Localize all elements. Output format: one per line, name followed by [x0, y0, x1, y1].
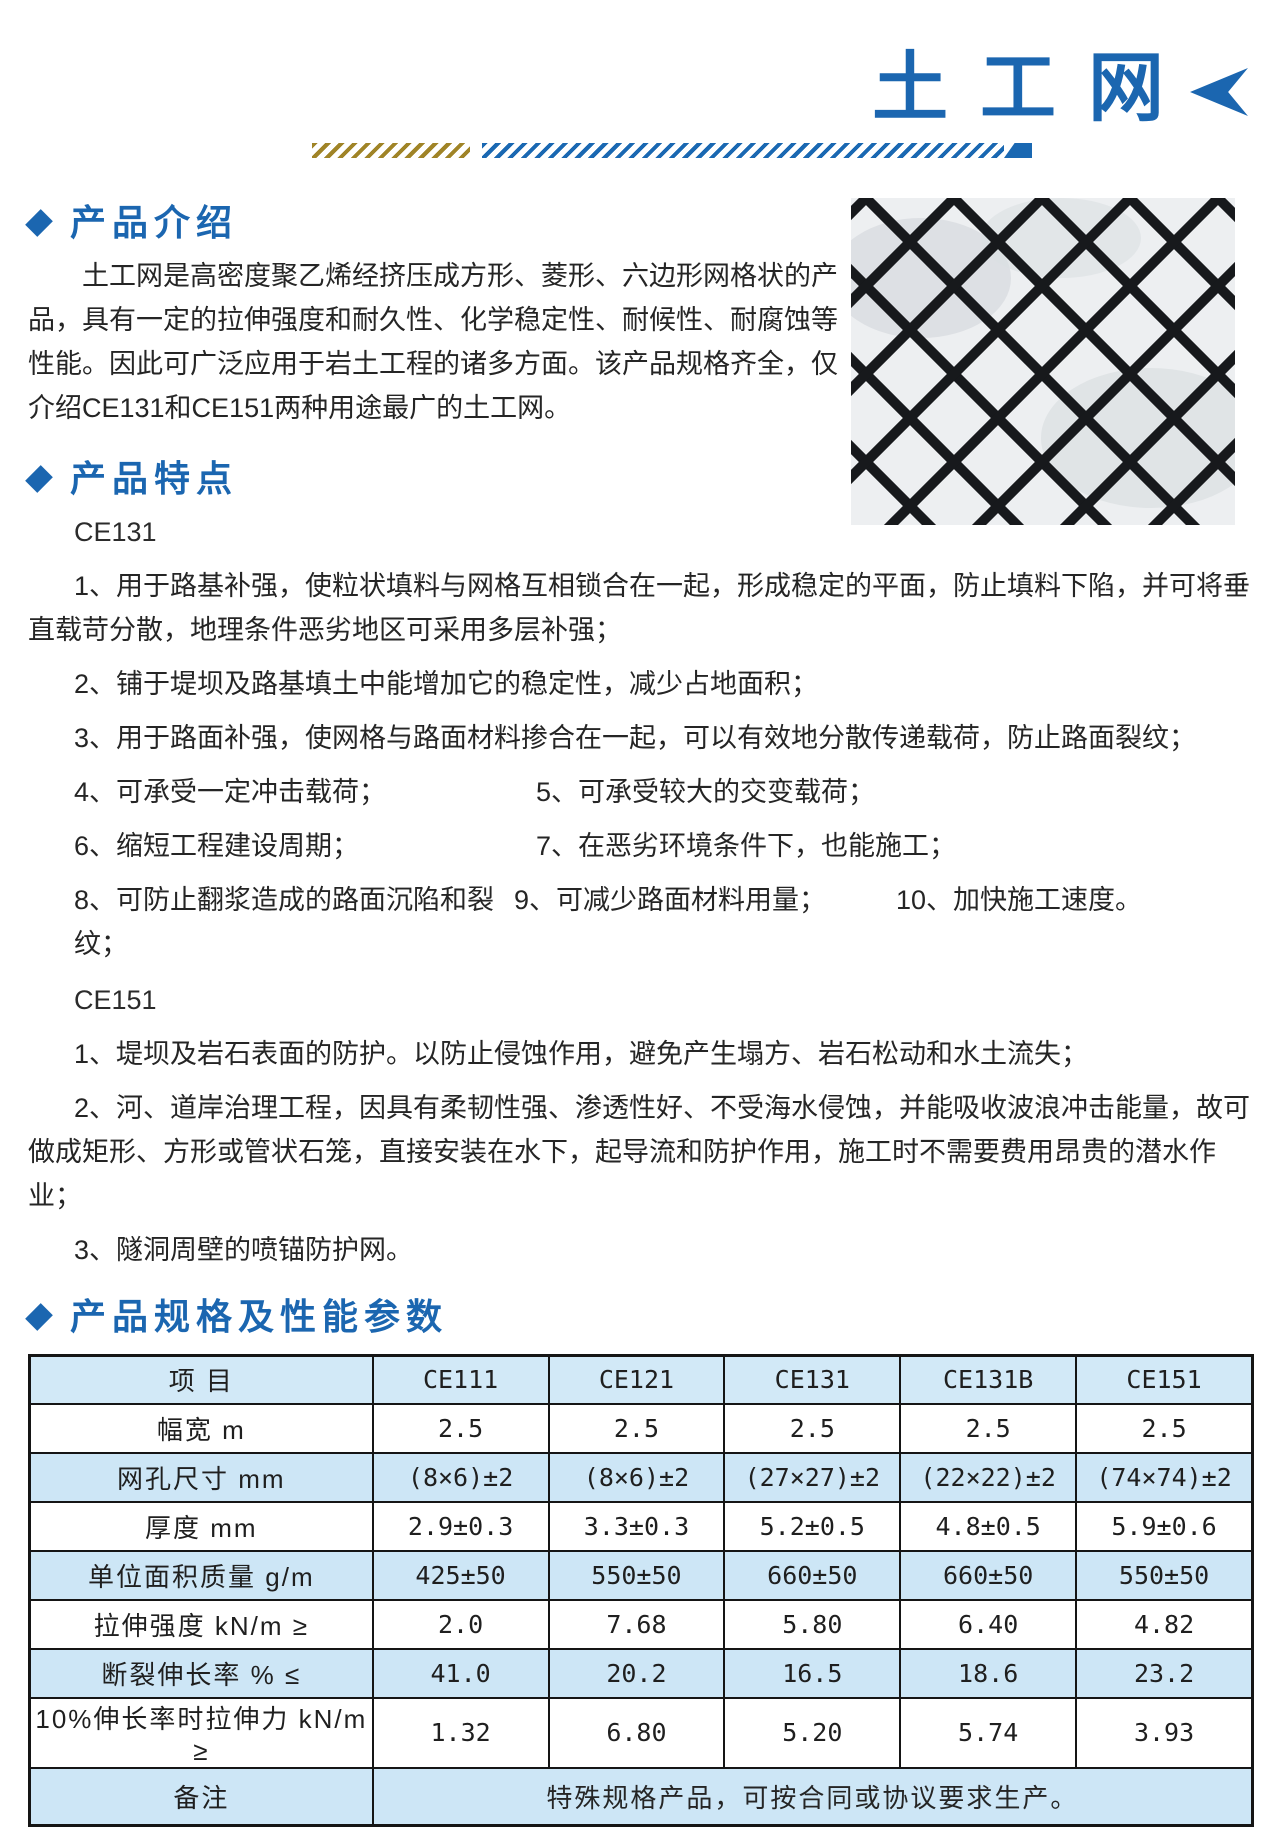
ce131-item-7: 7、在恶劣环境条件下，也能施工；	[536, 831, 957, 861]
col-header-ce121: CE121	[547, 1354, 726, 1405]
ce151-item-1: 1、堤坝及岩石表面的防护。以防止侵蚀作用，避免产生塌方、岩石松动和水土流失；	[74, 1039, 1089, 1069]
col-header-ce131b: CE131B	[899, 1354, 1078, 1405]
table-row-tensile-force-10pct: 10%伸长率时拉伸力 kN/m ≥ 1.32 6.80 5.20 5.74 3.…	[28, 1696, 1254, 1769]
cell-value: (27×27)±2	[723, 1451, 902, 1503]
table-row-mesh-size: 网孔尺寸 mm (8×6)±2 (8×6)±2 (27×27)±2 (22×22…	[28, 1451, 1254, 1503]
cell-value: 2.9±0.3	[371, 1500, 550, 1552]
cell-value: (74×74)±2	[1075, 1451, 1254, 1503]
cell-value: (8×6)±2	[371, 1451, 550, 1503]
row-label: 厚度 mm	[28, 1500, 374, 1552]
ce131-item-8: 8、可防止翻浆造成的路面沉陷和裂纹；	[74, 885, 495, 959]
spec-table-header-row: 项 目 CE111 CE121 CE131 CE131B CE151	[28, 1354, 1254, 1405]
cell-value: 5.80	[723, 1598, 902, 1650]
specs-heading-label: 产品规格及性能参数	[70, 1296, 449, 1337]
table-row-unit-mass: 单位面积质量 g/m 425±50 550±50 660±50 660±50 5…	[28, 1549, 1254, 1601]
cell-value: 660±50	[723, 1549, 902, 1601]
row-label: 断裂伸长率 % ≤	[28, 1647, 374, 1699]
geonet-mesh-photo	[851, 198, 1235, 525]
intro-paragraph: 土工网是高密度聚乙烯经挤压成方形、菱形、六边形网格状的产品，具有一定的拉伸强度和…	[28, 261, 838, 423]
cell-value: 2.5	[1075, 1402, 1254, 1454]
ce131-item-1: 1、用于路基补强，使粒状填料与网格互相锁合在一起，形成稳定的平面，防止填料下陷，…	[28, 571, 1251, 645]
section-heading-features: 产品特点	[25, 456, 1254, 502]
cell-value: 550±50	[547, 1549, 726, 1601]
table-row-remark: 备注 特殊规格产品，可按合同或协议要求生产。	[28, 1766, 1254, 1827]
ce131-item-2: 2、铺于堤坝及路基填土中能增加它的稳定性，减少占地面积；	[74, 669, 819, 699]
col-header-ce111: CE111	[371, 1354, 550, 1405]
left-arrowhead-icon	[1190, 67, 1248, 121]
row-label: 幅宽 m	[28, 1402, 374, 1454]
cell-value: 5.9±0.6	[1075, 1500, 1254, 1552]
table-row-thickness: 厚度 mm 2.9±0.3 3.3±0.3 5.2±0.5 4.8±0.5 5.…	[28, 1500, 1254, 1552]
row-label: 10%伸长率时拉伸力 kN/m ≥	[28, 1696, 374, 1769]
page-title: 土工网	[872, 47, 1196, 131]
row-label: 单位面积质量 g/m	[28, 1549, 374, 1601]
ce131-item-9: 9、可减少路面材料用量；	[514, 885, 827, 915]
cell-value: 2.5	[723, 1402, 902, 1454]
cell-value: 5.74	[899, 1696, 1078, 1769]
page-header: 土工网	[0, 0, 1282, 138]
cell-value: 6.40	[899, 1598, 1078, 1650]
remark-label: 备注	[28, 1766, 374, 1827]
divider-gold-stripes	[312, 143, 470, 158]
divider-blue-stripes	[482, 143, 1004, 158]
cell-value: 41.0	[371, 1647, 550, 1699]
spec-table: 项 目 CE111 CE121 CE131 CE131B CE151 幅宽 m …	[28, 1354, 1254, 1827]
cell-value: (22×22)±2	[899, 1451, 1078, 1503]
cell-value: 7.68	[547, 1598, 726, 1650]
ce151-label: CE151	[74, 985, 157, 1015]
section-diamond-icon	[25, 1303, 53, 1331]
ce131-items-6-7: 6、缩短工程建设周期； 7、在恶劣环境条件下，也能施工；	[28, 824, 1254, 868]
cell-value: 6.80	[547, 1696, 726, 1769]
cell-value: 2.5	[371, 1402, 550, 1454]
cell-value: 660±50	[899, 1549, 1078, 1601]
cell-value: 2.0	[371, 1598, 550, 1650]
cell-value: 5.20	[723, 1696, 902, 1769]
section-diamond-icon	[25, 209, 53, 237]
cell-value: 20.2	[547, 1647, 726, 1699]
cell-value: 2.5	[899, 1402, 1078, 1454]
cell-value: 4.82	[1075, 1598, 1254, 1650]
row-label: 拉伸强度 kN/m ≥	[28, 1598, 374, 1650]
col-header-item: 项 目	[28, 1354, 374, 1405]
ce131-item-6: 6、缩短工程建设周期；	[74, 831, 360, 861]
features-heading-label: 产品特点	[70, 458, 239, 499]
section-heading-specs: 产品规格及性能参数	[25, 1294, 1254, 1340]
ce131-item-5: 5、可承受较大的交变载荷；	[536, 777, 876, 807]
cell-value: 16.5	[723, 1647, 902, 1699]
cell-value: 2.5	[547, 1402, 726, 1454]
cell-value: 550±50	[1075, 1549, 1254, 1601]
section-heading-intro: 产品介绍	[25, 200, 1254, 246]
cell-value: (8×6)±2	[547, 1451, 726, 1503]
ce131-items-4-5: 4、可承受一定冲击载荷； 5、可承受较大的交变载荷；	[28, 770, 1254, 814]
page-content: 产品介绍 土工网是高密度聚乙烯经挤压成方形、菱形、六边形网格状的产品，具有一定的…	[0, 200, 1282, 1827]
table-row-tensile-strength: 拉伸强度 kN/m ≥ 2.0 7.68 5.80 6.40 4.82	[28, 1598, 1254, 1650]
ce151-item-2: 2、河、道岸治理工程，因具有柔韧性强、渗透性好、不受海水侵蚀，并能吸收波浪冲击能…	[28, 1093, 1251, 1211]
section-diamond-icon	[25, 465, 53, 493]
cell-value: 3.3±0.3	[547, 1500, 726, 1552]
intro-heading-label: 产品介绍	[70, 202, 239, 243]
ce131-items-8-9-10: 8、可防止翻浆造成的路面沉陷和裂纹； 9、可减少路面材料用量； 10、加快施工速…	[28, 878, 1254, 966]
table-row-elongation: 断裂伸长率 % ≤ 41.0 20.2 16.5 18.6 23.2	[28, 1647, 1254, 1699]
col-header-ce151: CE151	[1075, 1354, 1254, 1405]
cell-value: 23.2	[1075, 1647, 1254, 1699]
cell-value: 3.93	[1075, 1696, 1254, 1769]
cell-value: 18.6	[899, 1647, 1078, 1699]
table-row-width: 幅宽 m 2.5 2.5 2.5 2.5 2.5	[28, 1402, 1254, 1454]
row-label: 网孔尺寸 mm	[28, 1451, 374, 1503]
ce131-item-10: 10、加快施工速度。	[896, 885, 1143, 915]
ce151-item-3: 3、隧洞周壁的喷锚防护网。	[74, 1235, 414, 1265]
divider-end-triangle	[1004, 143, 1032, 158]
cell-value: 5.2±0.5	[723, 1500, 902, 1552]
col-header-ce131: CE131	[723, 1354, 902, 1405]
cell-value: 4.8±0.5	[899, 1500, 1078, 1552]
ce131-item-3: 3、用于路面补强，使网格与路面材料掺合在一起，可以有效地分散传递载荷，防止路面裂…	[74, 723, 1197, 753]
cell-value: 1.32	[371, 1696, 550, 1769]
ce131-label: CE131	[74, 517, 157, 547]
remark-value: 特殊规格产品，可按合同或协议要求生产。	[371, 1766, 1254, 1827]
striped-divider	[312, 143, 1032, 158]
cell-value: 425±50	[371, 1549, 550, 1601]
ce131-item-4: 4、可承受一定冲击载荷；	[74, 777, 387, 807]
